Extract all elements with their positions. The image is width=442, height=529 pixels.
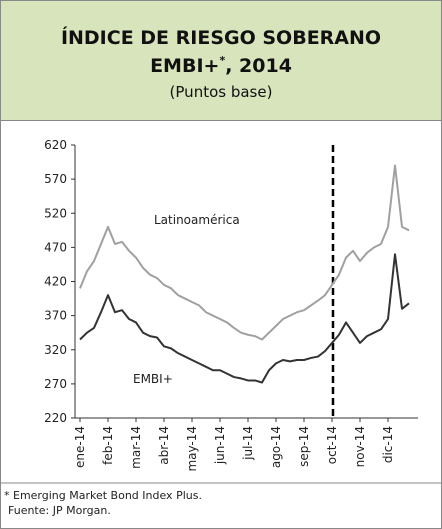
series-annotation: Latinoamérica (154, 213, 240, 227)
series-line (79, 164, 410, 341)
x-tick-label: abr-14 (157, 426, 171, 465)
x-tick-label: ago-14 (269, 426, 283, 468)
y-tick-label: 420 (44, 275, 67, 289)
series-annotation: EMBI+ (133, 372, 173, 386)
x-tick-label: nov-14 (353, 426, 367, 467)
y-tick-label: 570 (44, 172, 67, 186)
y-tick-label: 370 (44, 309, 67, 323)
x-tick-label: ene-14 (73, 426, 87, 468)
y-tick-label: 520 (44, 206, 67, 220)
x-tick-label: jul-14 (241, 426, 255, 461)
x-tick-label: may-14 (185, 426, 199, 472)
title-part: EMBI+ (150, 55, 219, 77)
x-tick-label: oct-14 (325, 426, 339, 464)
chart-subtitle: (Puntos base) (170, 83, 273, 101)
y-tick-label: 470 (44, 240, 67, 254)
x-tick-label: feb-14 (101, 426, 115, 465)
title-part: , 2014 (225, 55, 292, 77)
header (0, 0, 442, 121)
chart-title: EMBI+*, 2014 (150, 54, 292, 77)
series-line (79, 253, 410, 384)
y-tick-label: 270 (44, 377, 67, 391)
y-tick-label: 320 (44, 343, 67, 357)
source: Fuente: JP Morgan. (8, 504, 111, 517)
x-tick-label: mar-14 (129, 426, 143, 469)
title-superscript: * (219, 54, 225, 67)
chart-title: ÍNDICE DE RIESGO SOBERANO (61, 26, 381, 49)
x-tick-label: sep-14 (297, 426, 311, 467)
footnote: * Emerging Market Bond Index Plus. (4, 489, 202, 502)
x-tick-label: dic-14 (381, 426, 395, 463)
x-tick-label: jun-14 (213, 426, 227, 465)
y-tick-label: 620 (44, 138, 67, 152)
y-tick-label: 220 (44, 411, 67, 425)
